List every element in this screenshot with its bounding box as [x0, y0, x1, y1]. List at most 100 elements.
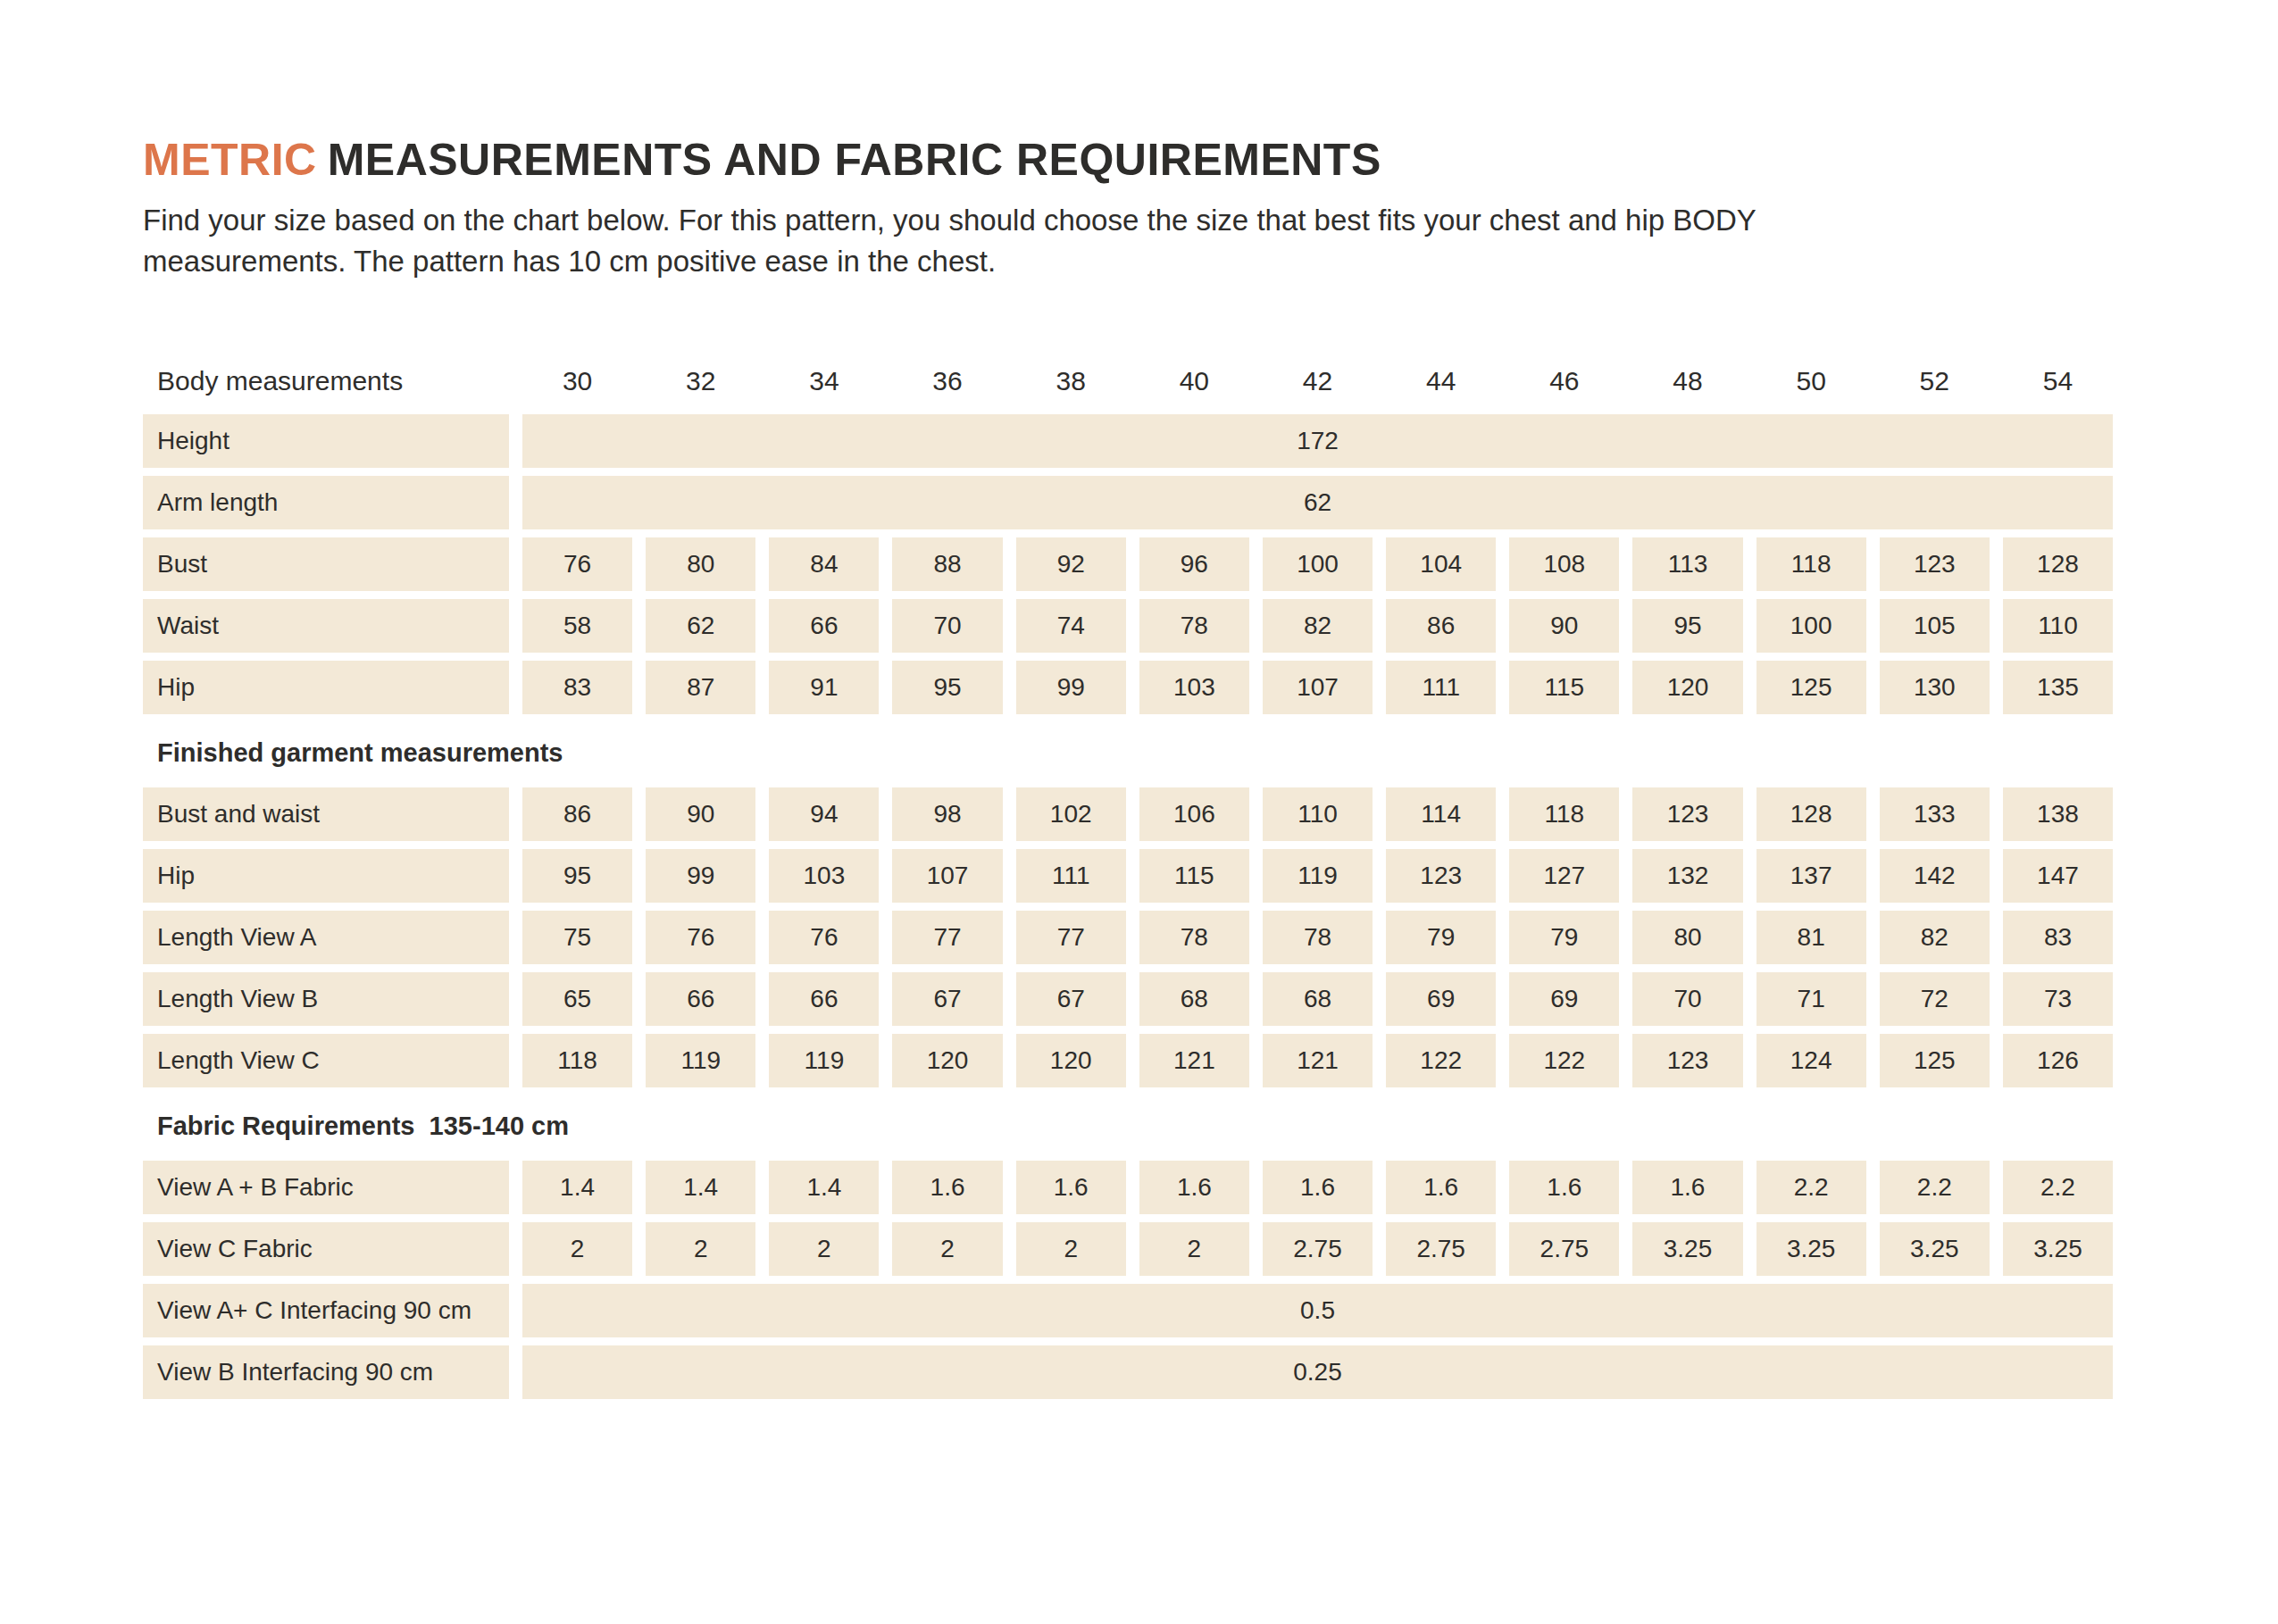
- value-cell: 68: [1139, 972, 1249, 1026]
- value-cell: 78: [1263, 911, 1373, 964]
- value-cell: 82: [1263, 599, 1373, 653]
- value-cell: 95: [1632, 599, 1742, 653]
- table-row: View A + B Fabric1.41.41.41.61.61.61.61.…: [143, 1161, 2113, 1214]
- value-cell: 128: [1756, 787, 1866, 841]
- value-cell: 79: [1509, 911, 1619, 964]
- value-cell: 98: [892, 787, 1002, 841]
- value-cell: 1.6: [892, 1161, 1002, 1214]
- size-column-header: 42: [1263, 354, 1373, 409]
- value-cell: 2: [1139, 1222, 1249, 1276]
- value-cell: 92: [1016, 537, 1126, 591]
- value-cell: 2: [1016, 1222, 1126, 1276]
- value-cell: 125: [1756, 661, 1866, 714]
- value-cell: 100: [1756, 599, 1866, 653]
- value-cell: 67: [892, 972, 1002, 1026]
- value-cell: 80: [646, 537, 755, 591]
- value-cell: 2: [769, 1222, 879, 1276]
- size-column-header: 40: [1139, 354, 1249, 409]
- value-cell: 118: [522, 1034, 632, 1087]
- value-cell: 2.2: [1756, 1161, 1866, 1214]
- value-cell: 69: [1386, 972, 1496, 1026]
- value-cell: 122: [1509, 1034, 1619, 1087]
- value-cell: 73: [2003, 972, 2113, 1026]
- row-label: Length View B: [143, 972, 509, 1026]
- value-cell: 3.25: [1756, 1222, 1866, 1276]
- table-row: Length View A75767677777878797980818283: [143, 911, 2113, 964]
- value-cell: 67: [1016, 972, 1126, 1026]
- value-cell: 115: [1139, 849, 1249, 903]
- value-cell: 115: [1509, 661, 1619, 714]
- value-cell: 79: [1386, 911, 1496, 964]
- value-cell: 121: [1139, 1034, 1249, 1087]
- size-column-header: 32: [646, 354, 755, 409]
- value-cell: 84: [769, 537, 879, 591]
- value-cell: 71: [1756, 972, 1866, 1026]
- row-label: Hip: [143, 849, 509, 903]
- row-label: Waist: [143, 599, 509, 653]
- value-cell: 80: [1632, 911, 1742, 964]
- value-cell: 105: [1880, 599, 1990, 653]
- value-cell: 120: [892, 1034, 1002, 1087]
- value-cell: 119: [646, 1034, 755, 1087]
- value-cell: 1.4: [769, 1161, 879, 1214]
- value-cell: 94: [769, 787, 879, 841]
- value-cell: 99: [646, 849, 755, 903]
- value-cell: 135: [2003, 661, 2113, 714]
- value-cell: 147: [2003, 849, 2113, 903]
- value-cell: 125: [1880, 1034, 1990, 1087]
- value-cell: 2.2: [1880, 1161, 1990, 1214]
- page-title-accent: METRIC: [143, 135, 317, 185]
- value-cell: 2: [892, 1222, 1002, 1276]
- value-cell: 1.6: [1263, 1161, 1373, 1214]
- value-cell: 111: [1386, 661, 1496, 714]
- value-cell: 83: [522, 661, 632, 714]
- value-cell: 106: [1139, 787, 1249, 841]
- row-label: Length View A: [143, 911, 509, 964]
- value-cell: 137: [1756, 849, 1866, 903]
- value-cell: 78: [1139, 911, 1249, 964]
- page-title-rest: MEASUREMENTS AND FABRIC REQUIREMENTS: [328, 135, 1381, 185]
- table-row: View B Interfacing 90 cm0.25: [143, 1345, 2113, 1399]
- value-cell: 90: [646, 787, 755, 841]
- value-cell: 72: [1880, 972, 1990, 1026]
- span-value-cell: 0.25: [522, 1345, 2113, 1399]
- page-content: METRICMEASUREMENTS AND FABRIC REQUIREMEN…: [143, 134, 2113, 1407]
- value-cell: 70: [892, 599, 1002, 653]
- value-cell: 130: [1880, 661, 1990, 714]
- value-cell: 78: [1139, 599, 1249, 653]
- row-label: View C Fabric: [143, 1222, 509, 1276]
- table-row: Hip9599103107111115119123127132137142147: [143, 849, 2113, 903]
- value-cell: 95: [522, 849, 632, 903]
- value-cell: 3.25: [2003, 1222, 2113, 1276]
- table-header-label: Body measurements: [143, 354, 509, 409]
- value-cell: 88: [892, 537, 1002, 591]
- value-cell: 69: [1509, 972, 1619, 1026]
- value-cell: 128: [2003, 537, 2113, 591]
- subtitle-line-1: Find your size based on the chart below.…: [143, 200, 2113, 241]
- table-row: Bust and waist86909498102106110114118123…: [143, 787, 2113, 841]
- row-label: Length View C: [143, 1034, 509, 1087]
- value-cell: 108: [1509, 537, 1619, 591]
- value-cell: 3.25: [1632, 1222, 1742, 1276]
- subtitle-line-2: measurements. The pattern has 10 cm posi…: [143, 241, 2113, 282]
- value-cell: 2.2: [2003, 1161, 2113, 1214]
- section-header: Finished garment measurements: [143, 730, 2113, 775]
- value-cell: 77: [1016, 911, 1126, 964]
- table-row: Hip8387919599103107111115120125130135: [143, 661, 2113, 714]
- size-column-header: 44: [1386, 354, 1496, 409]
- size-column-header: 34: [769, 354, 879, 409]
- value-cell: 68: [1263, 972, 1373, 1026]
- value-cell: 2.75: [1509, 1222, 1619, 1276]
- size-column-header: 36: [892, 354, 1002, 409]
- size-column-header: 46: [1509, 354, 1619, 409]
- table-header-row: Body measurements30323436384042444648505…: [143, 354, 2113, 409]
- size-column-header: 38: [1016, 354, 1126, 409]
- value-cell: 124: [1756, 1034, 1866, 1087]
- size-column-header: 30: [522, 354, 632, 409]
- value-cell: 74: [1016, 599, 1126, 653]
- value-cell: 123: [1632, 1034, 1742, 1087]
- value-cell: 100: [1263, 537, 1373, 591]
- section-header: Fabric Requirements 135-140 cm: [143, 1103, 2113, 1148]
- value-cell: 2: [522, 1222, 632, 1276]
- value-cell: 1.6: [1016, 1161, 1126, 1214]
